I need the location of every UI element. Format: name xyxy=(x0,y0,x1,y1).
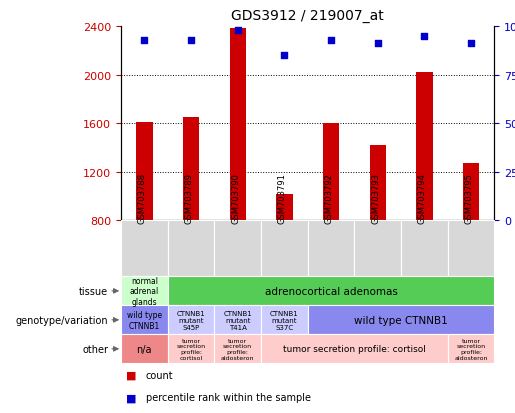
Text: adrenocortical adenomas: adrenocortical adenomas xyxy=(265,286,398,296)
Text: tissue: tissue xyxy=(79,286,108,296)
Bar xyxy=(136,123,152,221)
Bar xyxy=(323,124,339,221)
Bar xyxy=(416,73,433,221)
Text: CTNNB1
mutant
S37C: CTNNB1 mutant S37C xyxy=(270,310,299,330)
Bar xyxy=(463,164,479,221)
Text: CTNNB1
mutant
S45P: CTNNB1 mutant S45P xyxy=(177,310,205,330)
Text: tumor
secretion
profile:
cortisol: tumor secretion profile: cortisol xyxy=(177,338,205,360)
Text: GSM703794: GSM703794 xyxy=(418,173,427,224)
Text: wild type
CTNNB1: wild type CTNNB1 xyxy=(127,311,162,330)
Text: count: count xyxy=(146,370,174,380)
Text: tumor secretion profile: cortisol: tumor secretion profile: cortisol xyxy=(283,344,426,354)
Text: normal
adrenal
glands: normal adrenal glands xyxy=(130,276,159,306)
Text: wild type CTNNB1: wild type CTNNB1 xyxy=(354,315,448,325)
Text: other: other xyxy=(82,344,108,354)
Point xyxy=(187,37,195,44)
Bar xyxy=(230,29,246,221)
Title: GDS3912 / 219007_at: GDS3912 / 219007_at xyxy=(231,9,384,23)
Point xyxy=(467,41,475,47)
Point xyxy=(280,52,288,59)
Bar xyxy=(276,194,293,221)
Text: GSM703792: GSM703792 xyxy=(324,173,333,224)
Text: GSM703795: GSM703795 xyxy=(465,173,473,224)
Bar xyxy=(183,118,199,221)
Bar xyxy=(370,146,386,221)
Point xyxy=(234,27,242,34)
Point xyxy=(420,33,428,40)
Text: percentile rank within the sample: percentile rank within the sample xyxy=(146,392,311,402)
Text: ■: ■ xyxy=(126,370,136,380)
Point xyxy=(140,37,148,44)
Text: GSM703788: GSM703788 xyxy=(138,173,147,224)
Text: tumor
secretion
profile:
aldosteron: tumor secretion profile: aldosteron xyxy=(454,338,488,360)
Point xyxy=(327,37,335,44)
Text: n/a: n/a xyxy=(136,344,152,354)
Text: GSM703793: GSM703793 xyxy=(371,173,380,224)
Text: tumor
secretion
profile:
aldosteron: tumor secretion profile: aldosteron xyxy=(221,338,254,360)
Text: genotype/variation: genotype/variation xyxy=(15,315,108,325)
Text: CTNNB1
mutant
T41A: CTNNB1 mutant T41A xyxy=(224,310,252,330)
Text: GSM703789: GSM703789 xyxy=(184,173,193,224)
Point xyxy=(373,41,382,47)
Text: GSM703791: GSM703791 xyxy=(278,173,287,224)
Text: GSM703790: GSM703790 xyxy=(231,173,240,224)
Text: ■: ■ xyxy=(126,392,136,402)
